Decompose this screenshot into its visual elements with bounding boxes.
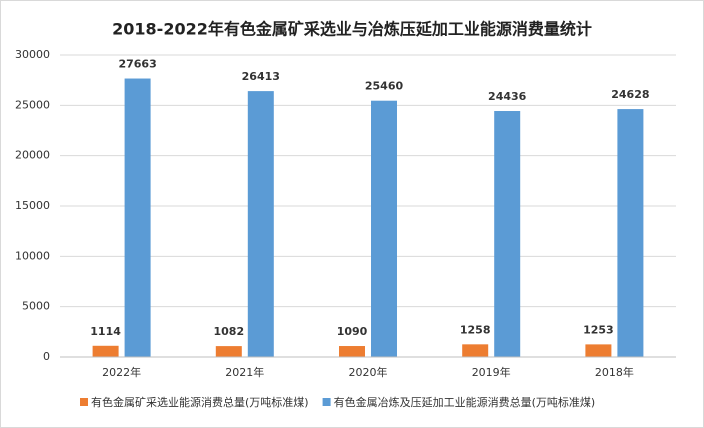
data-label: 25460	[365, 80, 404, 93]
y-tick-label: 0	[43, 350, 50, 363]
y-tick-label: 30000	[15, 48, 50, 61]
y-tick-label: 10000	[15, 249, 50, 262]
x-tick-label: 2022年	[102, 365, 141, 379]
x-tick-label: 2019年	[472, 365, 511, 379]
bar	[462, 344, 489, 357]
legend-swatch	[80, 398, 88, 406]
x-tick-label: 2021年	[225, 365, 264, 379]
bar	[339, 346, 365, 357]
y-tick-label: 25000	[15, 98, 50, 111]
data-label: 1258	[460, 323, 491, 336]
bar	[247, 91, 274, 357]
bar	[585, 344, 612, 357]
legend-swatch	[322, 398, 331, 406]
data-label: 1114	[90, 325, 121, 338]
bar	[92, 345, 119, 357]
chart-title: 2018-2022年有色金属矿采选业与冶炼压延加工业能源消费量统计	[112, 20, 592, 39]
data-label: 24436	[488, 90, 527, 103]
bar	[215, 346, 242, 357]
y-tick-label: 15000	[15, 199, 50, 212]
data-label: 1253	[583, 323, 614, 336]
y-tick-label: 5000	[22, 300, 50, 313]
y-tick-label: 20000	[15, 149, 50, 162]
data-label: 1082	[213, 325, 244, 338]
legend-label: 有色金属冶炼及压延加工业能源消费总量(万吨标准煤)	[334, 395, 596, 409]
legend-label: 有色金属矿采选业能源消费总量(万吨标准煤)	[91, 395, 309, 409]
bar	[124, 78, 151, 357]
bar	[617, 109, 644, 358]
data-label: 1090	[337, 325, 368, 338]
data-label: 27663	[118, 58, 156, 71]
data-label: 26413	[242, 70, 280, 83]
x-tick-label: 2018年	[595, 365, 634, 379]
data-label: 24628	[611, 88, 649, 101]
x-tick-label: 2020年	[349, 365, 388, 379]
bar	[371, 100, 397, 357]
bar	[494, 111, 521, 358]
